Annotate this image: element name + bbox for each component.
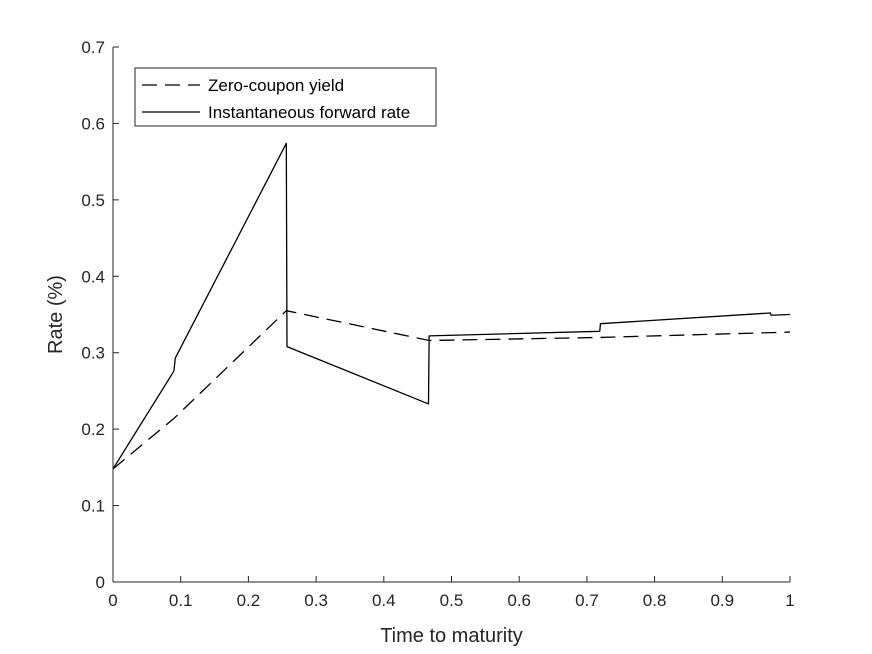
y-tick-label: 0.3 <box>81 344 105 363</box>
y-axis-title: Rate (%) <box>45 275 67 354</box>
x-tick-label: 0.2 <box>237 591 261 610</box>
x-tick-label: 0.3 <box>304 591 328 610</box>
series-line-zero-coupon-yield <box>112 310 791 470</box>
x-axis-title: Time to maturity <box>380 625 523 647</box>
x-tick-label: 0.6 <box>507 591 531 610</box>
y-tick-label: 0.5 <box>81 191 105 210</box>
x-ticks: 0 0.1 0.2 0.3 0.4 0.5 0.6 0.7 0.8 0.9 1 <box>108 576 795 610</box>
legend: Zero-coupon yield Instantaneous forward … <box>134 67 437 127</box>
y-tick-label: 0.1 <box>81 497 105 516</box>
x-tick-label: 0.1 <box>169 591 193 610</box>
y-ticks: 0 0.1 0.2 0.3 0.4 0.5 0.6 0.7 <box>81 38 119 592</box>
x-tick-label: 0.8 <box>643 591 667 610</box>
x-tick-label: 0.9 <box>710 591 734 610</box>
series-layer <box>112 142 791 470</box>
y-tick-label: 0.7 <box>81 38 105 57</box>
legend-box <box>134 67 437 127</box>
x-tick-label: 0 <box>108 591 117 610</box>
legend-label-instantaneous-forward-rate: Instantaneous forward rate <box>208 103 410 122</box>
series-line-instantaneous-forward-rate <box>112 142 791 470</box>
y-tick-label: 0.4 <box>81 267 105 286</box>
x-tick-label: 0.4 <box>372 591 396 610</box>
x-tick-label: 0.7 <box>575 591 599 610</box>
x-tick-label: 1 <box>785 591 794 610</box>
x-tick-label: 0.5 <box>440 591 464 610</box>
y-tick-label: 0.6 <box>81 114 105 133</box>
y-tick-label: 0.2 <box>81 420 105 439</box>
y-tick-label: 0 <box>96 573 105 592</box>
legend-label-zero-coupon-yield: Zero-coupon yield <box>208 76 344 95</box>
